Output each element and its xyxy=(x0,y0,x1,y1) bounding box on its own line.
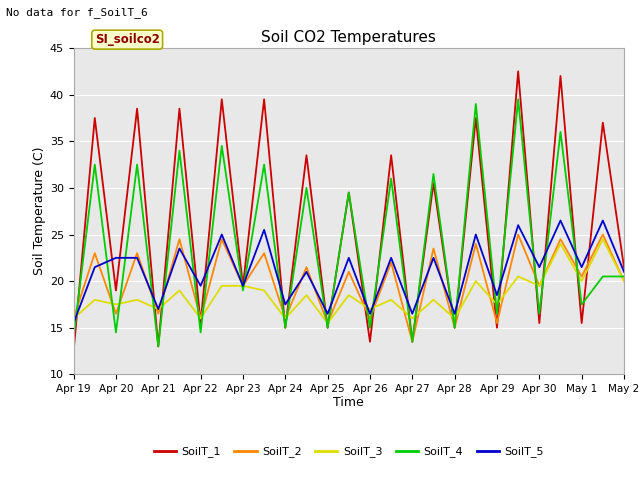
Legend: SoilT_1, SoilT_2, SoilT_3, SoilT_4, SoilT_5: SoilT_1, SoilT_2, SoilT_3, SoilT_4, Soil… xyxy=(149,442,548,462)
Text: No data for f_SoilT_6: No data for f_SoilT_6 xyxy=(6,7,148,18)
X-axis label: Time: Time xyxy=(333,396,364,408)
Y-axis label: Soil Temperature (C): Soil Temperature (C) xyxy=(33,147,45,276)
Title: Soil CO2 Temperatures: Soil CO2 Temperatures xyxy=(261,30,436,46)
Text: SI_soilco2: SI_soilco2 xyxy=(95,33,159,46)
